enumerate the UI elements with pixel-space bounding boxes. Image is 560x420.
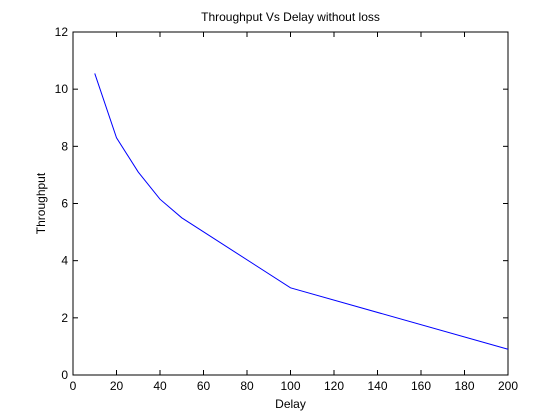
y-tick-label: 8 — [61, 139, 68, 153]
x-axis-title: Delay — [275, 397, 306, 411]
x-axis-ticks: 0 20 40 60 80 100 120 140 160 180 200 — [70, 32, 518, 393]
series-line-0 — [94, 73, 509, 350]
plot-area — [72, 31, 509, 376]
y-tick-label: 10 — [55, 82, 69, 96]
y-tick-label: 6 — [61, 197, 68, 211]
x-tick-label: 100 — [280, 379, 300, 393]
x-tick-label: 140 — [367, 379, 387, 393]
x-tick-label: 200 — [498, 379, 518, 393]
x-tick-label: 180 — [454, 379, 474, 393]
x-tick-label: 80 — [240, 379, 254, 393]
x-tick-label: 20 — [110, 379, 124, 393]
x-tick-label: 160 — [411, 379, 431, 393]
x-tick-label: 40 — [153, 379, 167, 393]
y-tick-label: 12 — [55, 25, 69, 39]
x-tick-label: 60 — [197, 379, 211, 393]
y-axis-ticks: 0 2 4 6 8 10 12 — [55, 25, 508, 382]
y-axis-title: Throughput — [34, 172, 48, 234]
y-tick-label: 4 — [61, 254, 68, 268]
x-tick-label: 0 — [70, 379, 77, 393]
series-layer — [94, 73, 509, 350]
y-tick-label: 0 — [61, 368, 68, 382]
x-tick-label: 120 — [324, 379, 344, 393]
y-tick-label: 2 — [61, 311, 68, 325]
chart-title: Throughput Vs Delay without loss — [201, 10, 380, 24]
